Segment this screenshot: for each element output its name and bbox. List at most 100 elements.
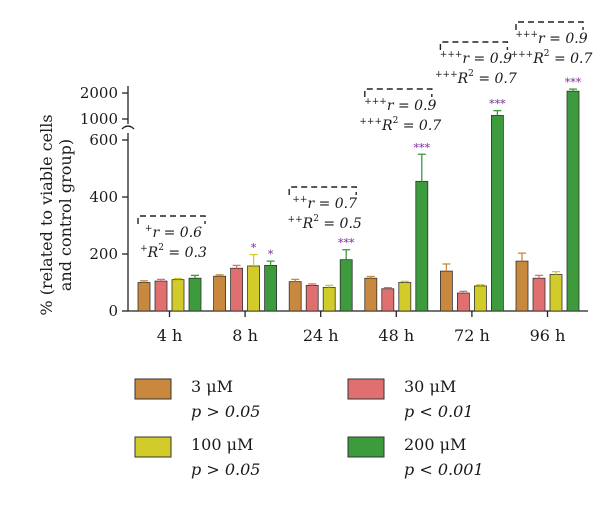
- bar: [490, 115, 504, 312]
- bar: [213, 275, 227, 312]
- x-tick-label: 24 h: [303, 326, 339, 345]
- significance-stars: *: [251, 242, 257, 255]
- x-tick-label: 8 h: [232, 326, 258, 345]
- y-tick-label: 1000: [80, 110, 118, 128]
- annotation-r2-exponent: 2: [468, 69, 474, 79]
- annotation-r-significance: +++: [440, 50, 463, 60]
- x-tick-label: 72 h: [454, 326, 490, 345]
- annotations-group: +r = 0.6+R2 = 0.3++r = 0.7++R2 = 0.5+++r…: [137, 21, 593, 261]
- annotation-r2-significance: +++: [511, 50, 534, 60]
- annotation-r-significance: +++: [515, 30, 538, 40]
- significance-stars: *: [268, 248, 274, 261]
- annotation-r-value: r = 0.7: [307, 196, 357, 212]
- bar: [154, 280, 168, 312]
- bar: [398, 282, 412, 312]
- bar: [549, 274, 563, 312]
- annotation-r2-exponent: 2: [544, 49, 550, 59]
- bar: [566, 90, 580, 312]
- y-tick-label: 0: [108, 302, 118, 320]
- legend-series-name: 30 μM: [404, 377, 456, 396]
- axes: 0 200 400 600 1000 2000: [80, 84, 588, 320]
- x-tick-label: 48 h: [378, 326, 414, 345]
- x-tick-label: 96 h: [530, 326, 566, 345]
- annotation-r-value: r = 0.9: [538, 31, 588, 47]
- bar: [247, 265, 261, 312]
- legend-swatch: [134, 378, 172, 400]
- legend-significance: p < 0.01: [404, 402, 473, 421]
- legend: 3 μM p > 0.05 30 μM p < 0.01 100 μM p > 0.05 2…: [134, 377, 484, 479]
- annotation-r2: +R2 = 0.3: [140, 243, 207, 261]
- bar: [305, 284, 319, 312]
- annotation-r2: ++R2 = 0.5: [288, 214, 362, 232]
- bar: [339, 259, 353, 312]
- annotation-bracket: [364, 88, 433, 97]
- legend-significance: p > 0.05: [191, 402, 260, 421]
- y-tick-label: 200: [89, 245, 118, 263]
- annotation-r-significance: +: [145, 224, 153, 234]
- legend-series-name: 100 μM: [191, 435, 253, 454]
- bar: [381, 288, 395, 312]
- bar: [532, 277, 546, 312]
- annotation-r2-exponent: 2: [313, 214, 319, 224]
- annotation-r: +++r = 0.9: [515, 30, 587, 47]
- annotation-bracket: [439, 41, 509, 50]
- y-axis-label-line1: % (related to viable cells: [37, 114, 56, 315]
- y-tick-label: 600: [89, 131, 118, 149]
- annotation-r2-value: = 0.7: [474, 71, 517, 87]
- x-tick-label: 4 h: [157, 326, 183, 345]
- annotation-r2-symbol: R: [381, 118, 393, 134]
- legend-swatch: [347, 436, 385, 458]
- bar: [473, 285, 487, 312]
- annotation-r2-value: = 0.5: [319, 216, 362, 232]
- significance-stars: ***: [489, 98, 506, 111]
- annotation-r2-exponent: 2: [393, 116, 399, 126]
- annotation-r2: +++R2 = 0.7: [359, 116, 441, 134]
- significance-stars: ***: [565, 76, 582, 89]
- annotation-r: +++r = 0.9: [440, 50, 512, 67]
- legend-significance: p < 0.001: [404, 460, 484, 479]
- annotation-r-significance: ++: [292, 195, 307, 205]
- bar: [439, 270, 453, 312]
- annotation-r: ++r = 0.7: [292, 195, 357, 212]
- bar: [456, 292, 470, 312]
- annotation-r2-significance: +: [140, 244, 148, 254]
- annotation-r2-symbol: R: [302, 216, 314, 232]
- y-tick-label: 2000: [80, 84, 118, 102]
- y-axis-label: % (related to viable cells and control g…: [37, 114, 75, 315]
- annotation-r2-symbol: R: [532, 51, 544, 67]
- annotation-r-significance: +++: [364, 97, 387, 107]
- annotation-r2-significance: +++: [435, 70, 458, 80]
- annotation-r2-value: = 0.7: [398, 118, 441, 134]
- annotation-r2: +++R2 = 0.7: [511, 49, 593, 67]
- bar: [415, 180, 429, 312]
- legend-series-name: 200 μM: [404, 435, 466, 454]
- significance-stars: ***: [338, 237, 355, 250]
- bar: [364, 277, 378, 312]
- annotation-r2-significance: ++: [288, 215, 303, 225]
- legend-swatch: [134, 436, 172, 458]
- annotation-r2-value: = 0.7: [550, 51, 593, 67]
- bar: [171, 279, 185, 312]
- bar: [322, 286, 336, 312]
- bar: [188, 277, 202, 312]
- legend-swatch: [347, 378, 385, 400]
- annotation-r2-value: = 0.3: [164, 245, 207, 261]
- y-tick-label: 400: [89, 188, 118, 206]
- annotation-r2-exponent: 2: [158, 243, 164, 253]
- axis-break-mark: [121, 125, 135, 130]
- legend-series-name: 3 μM: [191, 377, 233, 396]
- bar: [137, 282, 151, 312]
- bar: [264, 264, 278, 312]
- y-axis-label-line2: and control group): [56, 139, 75, 291]
- legend-significance: p > 0.05: [191, 460, 260, 479]
- annotation-bracket: [137, 215, 206, 224]
- bar: [230, 267, 244, 312]
- annotation-r2-significance: +++: [359, 117, 382, 127]
- bars-group: 4 h * * 8 h *** 24 h *** 48 h *** 72 h *** 96 h: [137, 76, 582, 345]
- annotation-r2-symbol: R: [147, 245, 159, 261]
- annotation-r-value: r = 0.6: [152, 225, 202, 241]
- significance-stars: ***: [414, 141, 431, 154]
- annotation-r-value: r = 0.9: [462, 51, 512, 67]
- annotation-r2-symbol: R: [457, 71, 469, 87]
